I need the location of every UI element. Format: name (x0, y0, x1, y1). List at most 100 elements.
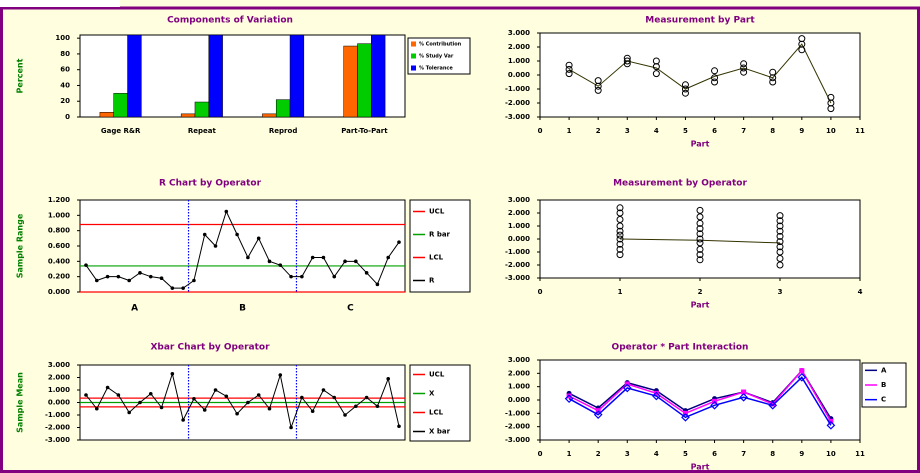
y-tick-label: -2.000 (45, 424, 70, 432)
marker (768, 400, 778, 410)
measurement-point (740, 60, 748, 68)
x-tick-label: 5 (683, 127, 688, 135)
y-tick-label: 0.800 (48, 227, 70, 235)
x-tick-label: 4 (858, 288, 863, 296)
marker (332, 274, 337, 279)
y-tick-label: 0.400 (48, 257, 70, 265)
x-tick-label: 5 (683, 450, 688, 458)
marker (256, 393, 261, 397)
marker (94, 406, 99, 411)
x-tick-label: 2 (596, 127, 601, 135)
bar (289, 34, 305, 118)
x-tick-label: 3 (625, 127, 630, 135)
x-tick-label: 1 (567, 127, 572, 135)
legend-label: LCL (429, 254, 444, 262)
y-tick-label: 0.600 (48, 242, 70, 250)
chart-title: Measurement by Operator (613, 179, 747, 189)
x-tick-label: 0 (538, 127, 543, 135)
x-axis-label: Part (691, 140, 710, 149)
measurement-point (711, 67, 719, 75)
x-tick-label: 9 (799, 127, 804, 135)
marker (202, 408, 207, 412)
measurement-point (711, 78, 719, 86)
y-tick-label: 1.000 (508, 222, 530, 230)
legend-swatch (411, 65, 416, 71)
y-tick-label: 2.000 (508, 369, 530, 377)
x-tick-label: 2 (596, 450, 601, 458)
x-tick-label: 11 (855, 450, 865, 458)
marker (170, 371, 175, 376)
legend-label: UCL (429, 208, 445, 216)
measurement-point (798, 35, 806, 43)
y-tick-label: 1.000 (508, 383, 530, 391)
measurement-point (776, 222, 784, 230)
y-tick-label: -2.000 (505, 423, 530, 431)
marker (127, 410, 131, 415)
y-tick-label: 60 (60, 66, 70, 74)
measurement-point (681, 81, 689, 89)
y-tick-label: -2.000 (505, 261, 530, 269)
measurement-point (565, 65, 573, 73)
marker (105, 385, 110, 390)
marker (289, 425, 293, 430)
measurement-point (616, 231, 624, 239)
legend-label: R (429, 277, 435, 285)
marker (681, 412, 690, 422)
legend-label: % Study Var (419, 54, 454, 60)
measurement-point (696, 235, 704, 243)
marker (267, 259, 272, 264)
plot-area (539, 199, 861, 279)
marker (224, 394, 229, 399)
y-tick-label: 3.000 (508, 196, 530, 204)
marker (213, 244, 218, 248)
legend-swatch (411, 41, 416, 47)
measurement-point (740, 68, 748, 76)
legend-label: % Contribution (419, 42, 462, 48)
measurement-point (769, 68, 777, 76)
chart: Measurement by Part 3.000 2.000 1.000 0.000 -… (505, 16, 865, 149)
legend-label: % Tolerance (419, 66, 453, 72)
marker (148, 391, 153, 396)
measurement-point (696, 251, 704, 259)
x-tick-label: 4 (654, 127, 659, 135)
legend (407, 37, 471, 75)
y-tick-label: 3.000 (508, 29, 530, 37)
x-tick-label: 2 (698, 288, 703, 296)
x-tick-label: 0 (538, 288, 543, 296)
bar (99, 112, 114, 118)
measurement-point (616, 251, 624, 259)
bar (194, 101, 210, 118)
marker (127, 278, 131, 283)
measurement-point (616, 209, 624, 217)
marker (741, 389, 747, 395)
y-tick-label: 0.000 (48, 288, 70, 296)
measurement-point (696, 256, 704, 264)
marker (181, 286, 185, 290)
marker (310, 255, 315, 260)
y-tick-label: -1.000 (505, 409, 530, 417)
marker (593, 410, 603, 420)
measurement-point (711, 74, 719, 82)
chart: Operator * Part Interaction 3.000 2.000 1.0… (505, 343, 907, 472)
measurement-point (616, 204, 624, 212)
chart: R Chart by Operator Sample Range 1.200 1.00… (16, 179, 471, 314)
measurement-point (740, 64, 748, 72)
chart-title: Components of Variation (167, 16, 293, 26)
x-tick-label: 6 (712, 127, 717, 135)
measurement-point (776, 232, 784, 240)
measurement-point (565, 61, 573, 69)
y-tick-label: 1.200 (48, 196, 70, 204)
marker (105, 274, 110, 279)
y-tick-label: 1.000 (48, 211, 70, 219)
marker (159, 276, 164, 281)
chart-title: Measurement by Part (645, 16, 755, 26)
bar (113, 93, 128, 118)
marker (300, 395, 304, 400)
marker (235, 411, 239, 416)
marker (148, 274, 153, 279)
marker (235, 232, 239, 237)
x-tick-label: Repeat (188, 127, 217, 135)
marker (246, 255, 250, 260)
marker (564, 394, 574, 404)
marker (397, 424, 401, 429)
